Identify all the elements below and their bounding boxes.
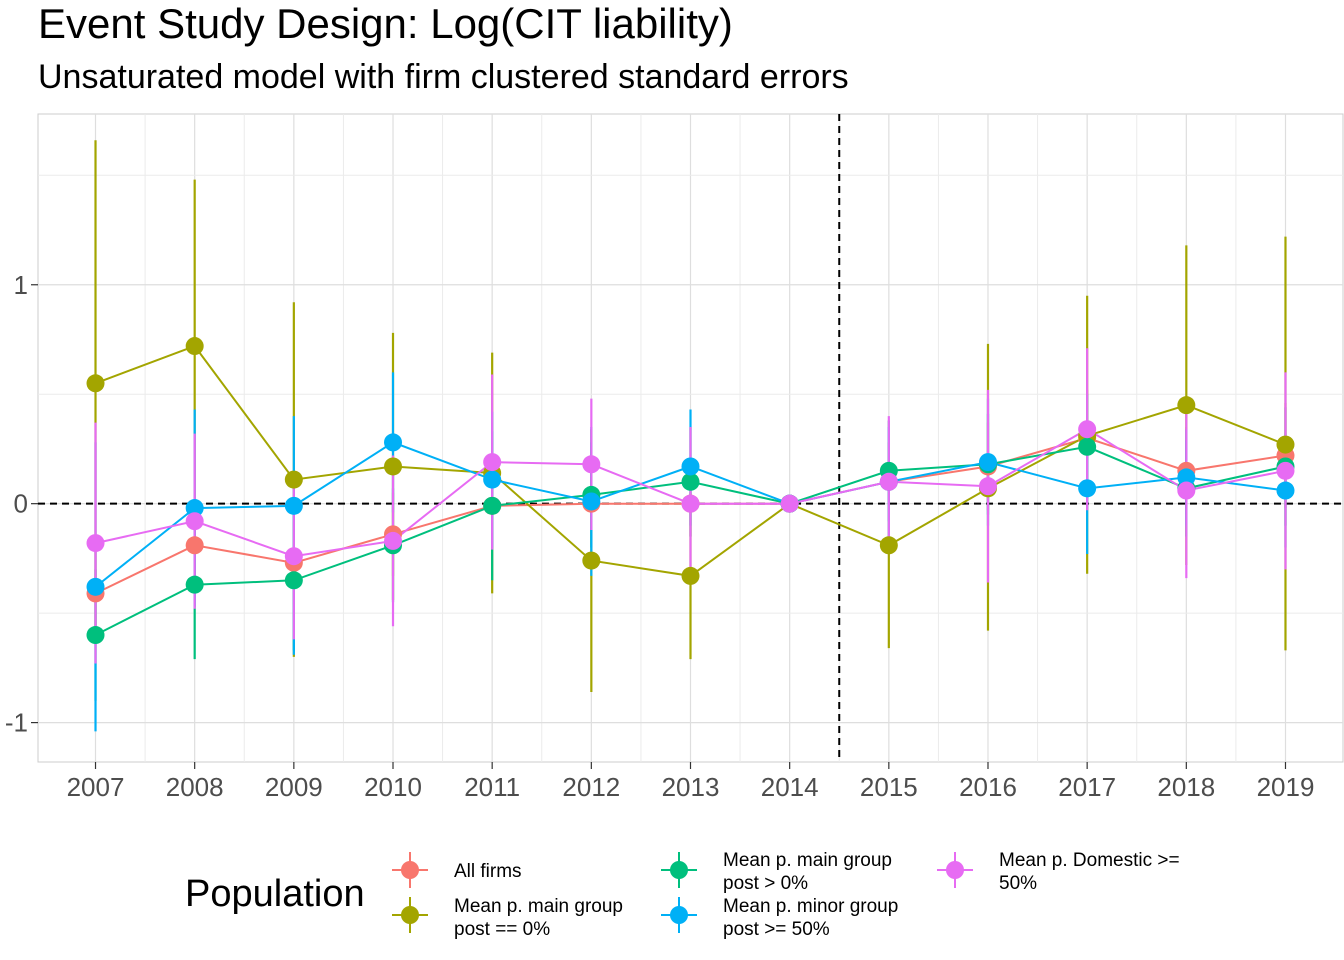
x-tick-label: 2010 <box>364 772 422 802</box>
data-point-series-5 <box>483 453 502 472</box>
data-point-series-2 <box>1276 435 1295 454</box>
legend-key-point <box>670 906 688 924</box>
legend-key-point <box>401 906 419 924</box>
data-point-series-4 <box>185 499 204 518</box>
data-point-series-3 <box>185 575 204 594</box>
data-point-series-4 <box>384 433 403 452</box>
legend-title: Population <box>185 873 365 915</box>
data-point-series-4 <box>582 492 601 511</box>
legend-key-point <box>401 861 419 879</box>
data-point-series-2 <box>1177 396 1196 415</box>
data-point-series-5 <box>978 477 997 496</box>
y-tick-label: -1 <box>5 708 28 738</box>
data-point-series-2 <box>284 470 303 489</box>
data-point-series-3 <box>681 472 700 491</box>
data-point-series-4 <box>1276 481 1295 500</box>
data-point-series-4 <box>1078 479 1097 498</box>
data-point-series-2 <box>681 566 700 585</box>
data-point-series-5 <box>284 547 303 566</box>
legend-label: All firms <box>454 861 522 882</box>
legend-label: 50% <box>999 873 1037 894</box>
x-tick-label: 2014 <box>761 772 819 802</box>
y-tick-label: 0 <box>14 489 28 519</box>
series <box>86 140 1295 732</box>
legend-key-point <box>946 861 964 879</box>
data-point-series-1 <box>185 536 204 555</box>
data-point-series-3 <box>483 496 502 515</box>
data-point-series-3 <box>284 571 303 590</box>
data-point-series-5 <box>879 472 898 491</box>
legend-item-series-5: Mean p. Domestic >=50% <box>937 850 1180 894</box>
data-point-series-2 <box>582 551 601 570</box>
data-point-series-5 <box>86 534 105 553</box>
legend-label: Mean p. minor group <box>723 896 898 917</box>
data-point-series-2 <box>384 457 403 476</box>
data-point-series-4 <box>483 470 502 489</box>
data-point-series-5 <box>384 531 403 550</box>
data-point-series-5 <box>1177 481 1196 500</box>
x-tick-label: 2012 <box>562 772 620 802</box>
data-point-series-4 <box>681 457 700 476</box>
chart-title: Event Study Design: Log(CIT liability) <box>38 0 733 47</box>
data-point-series-3 <box>86 626 105 645</box>
legend-label: Mean p. main group <box>723 850 892 871</box>
x-tick-label: 2015 <box>860 772 918 802</box>
x-tick-label: 2019 <box>1257 772 1315 802</box>
y-tick-label: 1 <box>14 270 28 300</box>
legend-label: post >= 50% <box>723 919 830 940</box>
data-point-series-2 <box>879 536 898 555</box>
axes: 2007 2008 2009 2010 2011 2012 2013 2014 2015 2016… <box>5 270 1315 802</box>
data-point-series-5 <box>681 494 700 513</box>
legend-label: Mean p. main group <box>454 896 623 917</box>
legend-label: Mean p. Domestic >= <box>999 850 1180 871</box>
data-point-series-4 <box>86 577 105 596</box>
x-tick-label: 2011 <box>464 772 520 802</box>
data-point-series-4 <box>1177 468 1196 487</box>
chart-subtitle: Unsaturated model with firm clustered st… <box>38 58 849 96</box>
data-point-series-5 <box>1078 420 1097 439</box>
x-tick-label: 2016 <box>959 772 1017 802</box>
data-point-series-5 <box>780 494 799 513</box>
x-tick-label: 2009 <box>265 772 323 802</box>
data-point-series-2 <box>185 337 204 356</box>
data-point-series-4 <box>978 453 997 472</box>
x-tick-label: 2013 <box>662 772 720 802</box>
x-tick-label: 2018 <box>1157 772 1215 802</box>
legend-item-series-1: All firms <box>392 852 522 888</box>
data-point-series-5 <box>185 512 204 531</box>
x-tick-label: 2007 <box>67 772 125 802</box>
legend-key-point <box>670 861 688 879</box>
data-point-series-3 <box>1078 437 1097 456</box>
x-tick-label: 2008 <box>166 772 224 802</box>
legend-label: post > 0% <box>723 873 808 894</box>
x-tick-label: 2017 <box>1058 772 1116 802</box>
data-point-series-5 <box>582 455 601 474</box>
data-point-series-2 <box>86 374 105 393</box>
legend-label: post == 0% <box>454 919 550 940</box>
data-point-series-5 <box>1276 461 1295 480</box>
data-point-series-4 <box>284 496 303 515</box>
